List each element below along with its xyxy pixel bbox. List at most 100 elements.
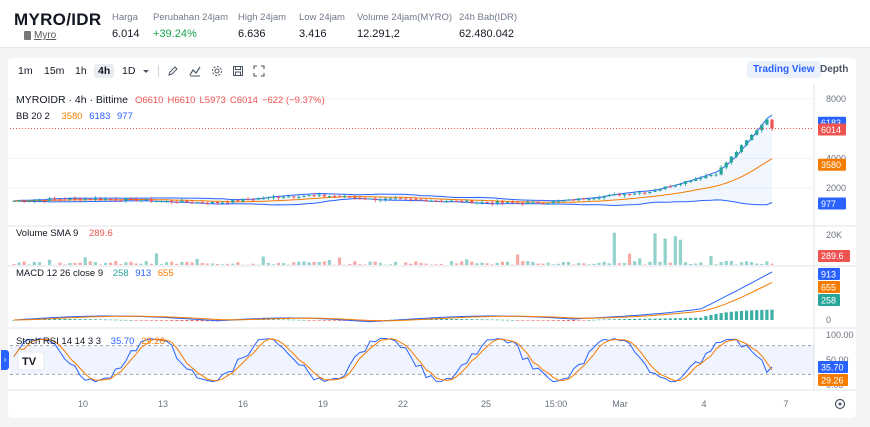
stat-value: +39.24%	[153, 28, 197, 40]
volume-bar	[144, 261, 148, 265]
macd-histogram-bar	[694, 317, 698, 320]
interval-15m[interactable]: 15m	[44, 65, 65, 77]
volume-bar	[363, 264, 367, 265]
price-tick-label: 4000	[826, 153, 846, 163]
candle-body	[648, 191, 652, 194]
candle-body	[17, 200, 21, 202]
volume-bar	[495, 262, 499, 265]
volume-bar	[27, 264, 31, 265]
macd-histogram-bar	[714, 313, 718, 320]
candle-body	[602, 196, 606, 198]
snapshot-icon[interactable]	[232, 65, 244, 77]
candle-body	[154, 201, 159, 203]
macd-histogram-bar	[500, 319, 504, 321]
candle-body	[348, 196, 352, 198]
interval-1d[interactable]: 1D	[122, 65, 136, 77]
candle-body	[109, 199, 113, 201]
stat-low: Low 24jam 3.416	[299, 12, 345, 40]
volume-bar	[709, 256, 713, 265]
candle-body	[297, 196, 301, 198]
volume-bar	[729, 261, 733, 265]
volume-bar	[505, 261, 510, 265]
macd-histogram-bar	[195, 320, 199, 322]
time-tick-label: 4	[701, 399, 706, 409]
volume-bar	[541, 263, 545, 265]
candle-body	[312, 195, 316, 197]
interval-1m[interactable]: 1m	[18, 65, 33, 77]
candle-body	[536, 201, 540, 204]
legend-open: O6610	[134, 95, 164, 106]
coin-name-link[interactable]: Myro	[34, 30, 57, 41]
settings-icon[interactable]	[211, 65, 223, 77]
candle-body	[653, 190, 657, 192]
volume-bar	[22, 261, 26, 265]
volume-bar	[297, 261, 301, 265]
price-axis-label-bg	[818, 158, 846, 171]
candle-body	[643, 192, 647, 194]
volume-bar	[276, 262, 281, 265]
volume-bar	[480, 262, 484, 265]
macd-histogram-bar	[63, 319, 67, 320]
macd-histogram-bar	[602, 319, 606, 321]
volume-bar	[561, 262, 566, 265]
volume-bar	[582, 263, 586, 265]
macd-histogram-bar	[170, 320, 174, 321]
volume-bar	[388, 264, 393, 265]
candle-body	[739, 145, 744, 152]
macd-tick-label: 0	[826, 315, 831, 325]
stat-label: Perubahan 24jam	[153, 12, 228, 23]
candle-body	[165, 200, 169, 202]
sidebar-toggle-handle[interactable]: ›	[1, 350, 9, 370]
fullscreen-icon[interactable]	[253, 65, 265, 77]
macd-histogram-bar	[724, 312, 728, 320]
macd-histogram-bar	[643, 318, 647, 320]
macd-histogram-bar	[617, 319, 621, 320]
indicators-icon[interactable]	[189, 65, 201, 77]
price-chart[interactable]: 80004000200061836014358097720K289.609136…	[8, 84, 856, 418]
candle-body	[521, 202, 525, 204]
volume-bar	[404, 262, 408, 265]
macd-histogram-bar	[582, 320, 586, 321]
interval-1h[interactable]: 1h	[75, 65, 87, 77]
candle-body	[561, 200, 566, 202]
candle-body	[42, 199, 47, 201]
macd-axis-label: 655	[821, 283, 836, 293]
candle-body	[633, 193, 637, 195]
candle-body	[612, 194, 616, 196]
volume-bar	[760, 264, 764, 265]
macd-histogram-bar	[607, 319, 611, 320]
tab-depth[interactable]: Depth	[820, 64, 849, 75]
volume-bar	[210, 263, 215, 265]
chevron-down-icon[interactable]	[140, 65, 152, 77]
price-tick-label: 8000	[826, 94, 846, 104]
macd-histogram-bar	[673, 318, 677, 320]
volume-bar	[195, 258, 199, 265]
macd-histogram-bar	[53, 319, 57, 320]
tab-trading-view[interactable]: Trading View	[747, 61, 821, 78]
macd-histogram-bar	[521, 320, 525, 321]
candle-body	[668, 186, 672, 188]
volume-bar	[393, 261, 398, 265]
macd-histogram-bar	[750, 310, 754, 320]
volume-bar	[475, 263, 479, 265]
candle-body	[505, 201, 510, 203]
volume-bar	[139, 263, 143, 265]
macd-histogram-bar	[475, 319, 479, 320]
macd-histogram-bar	[729, 311, 733, 320]
volume-bar	[627, 253, 632, 265]
time-tick-label: 22	[398, 399, 408, 409]
legend-bb: BB 20 2 3580 6183 977	[16, 111, 137, 122]
draw-icon[interactable]	[167, 65, 179, 77]
interval-4h[interactable]: 4h	[94, 64, 115, 78]
macd-histogram-bar	[627, 318, 632, 320]
volume-bar	[694, 263, 698, 265]
volume-bar	[109, 262, 113, 265]
time-tick-label: 10	[78, 399, 88, 409]
volume-bar	[307, 262, 311, 265]
volume-bar	[154, 253, 159, 265]
legend-bb-lower: 977	[117, 111, 133, 122]
candle-body	[500, 201, 504, 203]
volume-bar	[170, 261, 174, 265]
volume-bar	[521, 261, 525, 265]
stat-change: Perubahan 24jam +39.24%	[153, 12, 228, 40]
